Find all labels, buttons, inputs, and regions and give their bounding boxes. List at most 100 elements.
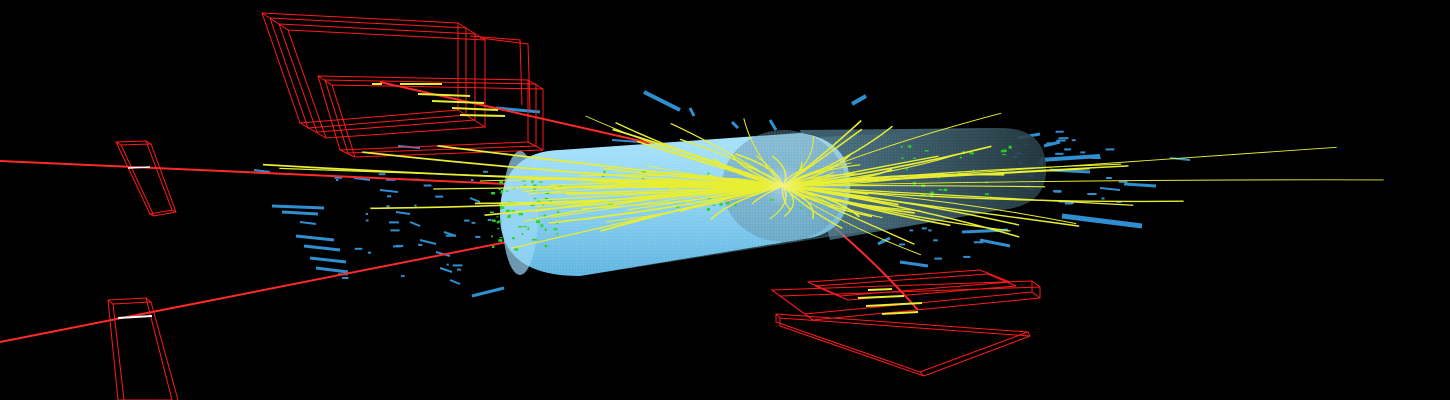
inner-track xyxy=(523,185,784,222)
calorimeter-cell xyxy=(365,212,368,215)
calorimeter-hit xyxy=(353,177,371,181)
calorimeter-hit xyxy=(449,279,461,285)
energy-deposit xyxy=(1003,149,1007,153)
calorimeter-hit xyxy=(295,234,335,242)
calorimeter-hit xyxy=(611,139,641,143)
calorimeter-cell xyxy=(418,243,423,246)
inner-track xyxy=(782,146,1337,187)
energy-deposit xyxy=(531,180,534,184)
calorimeter-cell xyxy=(446,263,449,266)
energy-deposit xyxy=(556,221,559,225)
calorimeter-cell xyxy=(452,264,463,267)
inner-track xyxy=(522,183,784,192)
calorimeter-cell xyxy=(1101,197,1105,200)
energy-deposit xyxy=(924,150,929,152)
calorimeter-cell xyxy=(390,229,400,232)
energy-deposit xyxy=(1008,145,1012,149)
inner-track xyxy=(370,185,784,210)
calorimeter-cell xyxy=(393,245,401,248)
muon-chamber-left-small xyxy=(115,140,177,217)
energy-deposit xyxy=(972,169,975,171)
calorimeter-hit xyxy=(471,286,505,298)
calorimeter-cell xyxy=(471,179,474,182)
calorimeter-hit xyxy=(299,221,317,225)
calorimeter-cell xyxy=(378,173,386,176)
calorimeter-cell xyxy=(1056,139,1066,142)
energy-deposit xyxy=(498,188,501,190)
chamber-hits-upper xyxy=(372,83,506,117)
calorimeter-cell xyxy=(921,227,927,230)
energy-deposit xyxy=(500,191,503,194)
chamber-hit-white xyxy=(117,166,153,319)
calorimeter-cell xyxy=(354,247,363,250)
energy-deposit xyxy=(522,180,526,182)
energy-deposit xyxy=(920,193,923,196)
calorimeter-cell xyxy=(487,219,492,221)
energy-deposit xyxy=(908,145,912,148)
calorimeter-cell xyxy=(389,221,399,224)
calorimeter-cell xyxy=(342,277,349,279)
calorimeter-hit xyxy=(271,204,325,210)
calorimeter-cell xyxy=(334,176,343,179)
energy-deposit xyxy=(507,216,511,218)
energy-deposit xyxy=(930,191,934,195)
energy-deposit xyxy=(542,204,545,206)
calorimeter-hit xyxy=(979,238,1011,248)
calorimeter-hit xyxy=(1039,154,1101,162)
energy-deposit xyxy=(505,209,510,212)
calorimeter-cell xyxy=(386,178,396,181)
inner-track xyxy=(782,145,992,187)
calorimeter-cell xyxy=(934,257,942,260)
energy-deposit xyxy=(511,237,515,240)
calorimeter-hit xyxy=(309,256,347,264)
calorimeter-hit xyxy=(899,260,929,268)
energy-deposit xyxy=(603,170,606,173)
energy-deposit xyxy=(938,189,943,191)
calorimeter-cell xyxy=(1064,202,1073,205)
energy-deposit xyxy=(508,214,512,217)
calorimeter-cell xyxy=(471,221,476,224)
energy-deposit xyxy=(514,248,519,251)
energy-deposit xyxy=(544,228,547,231)
inner-track xyxy=(549,185,784,194)
calorimeter-cell xyxy=(414,204,417,207)
inner-track xyxy=(550,185,784,224)
energy-deposit xyxy=(1002,154,1006,156)
energy-deposit xyxy=(498,220,502,223)
energy-deposit xyxy=(499,206,505,209)
inner-track xyxy=(782,185,1184,203)
energy-deposit xyxy=(492,245,495,249)
energy-deposit xyxy=(734,203,737,206)
calorimeter-cell xyxy=(401,275,405,278)
energy-deposit xyxy=(518,226,523,228)
energy-deposit xyxy=(499,202,503,206)
calorimeter-cell xyxy=(1091,157,1101,159)
energy-deposit xyxy=(799,207,802,209)
energy-deposit xyxy=(719,202,723,206)
energy-deposit xyxy=(959,156,962,159)
energy-deposit xyxy=(913,157,916,159)
energy-deposit xyxy=(550,187,554,190)
energy-deposit xyxy=(822,202,826,204)
calorimeter-hit xyxy=(495,106,541,114)
energy-deposit xyxy=(496,216,499,218)
calorimeter-cell xyxy=(1055,130,1064,133)
chamber-hits-lower xyxy=(857,288,923,315)
calorimeter-cell xyxy=(435,195,444,198)
calorimeter-cell xyxy=(881,239,887,242)
calorimeter-cell xyxy=(1105,148,1115,151)
calorimeter-cell xyxy=(1064,148,1072,151)
inner-track xyxy=(782,185,1020,226)
calorimeter-cell xyxy=(1118,180,1128,183)
calorimeter-cell xyxy=(1087,193,1097,195)
calorimeter-cell xyxy=(483,170,488,173)
inner-track xyxy=(782,179,1384,187)
calorimeter-cell xyxy=(464,219,470,222)
calorimeter-cell xyxy=(445,234,456,237)
calorimeter-cell xyxy=(1055,152,1064,155)
energy-deposit xyxy=(558,185,563,187)
energy-deposit xyxy=(491,192,495,195)
calorimeter-cell xyxy=(928,229,932,232)
calorimeter-hit xyxy=(419,239,437,245)
calorimeter-hit xyxy=(851,94,867,106)
